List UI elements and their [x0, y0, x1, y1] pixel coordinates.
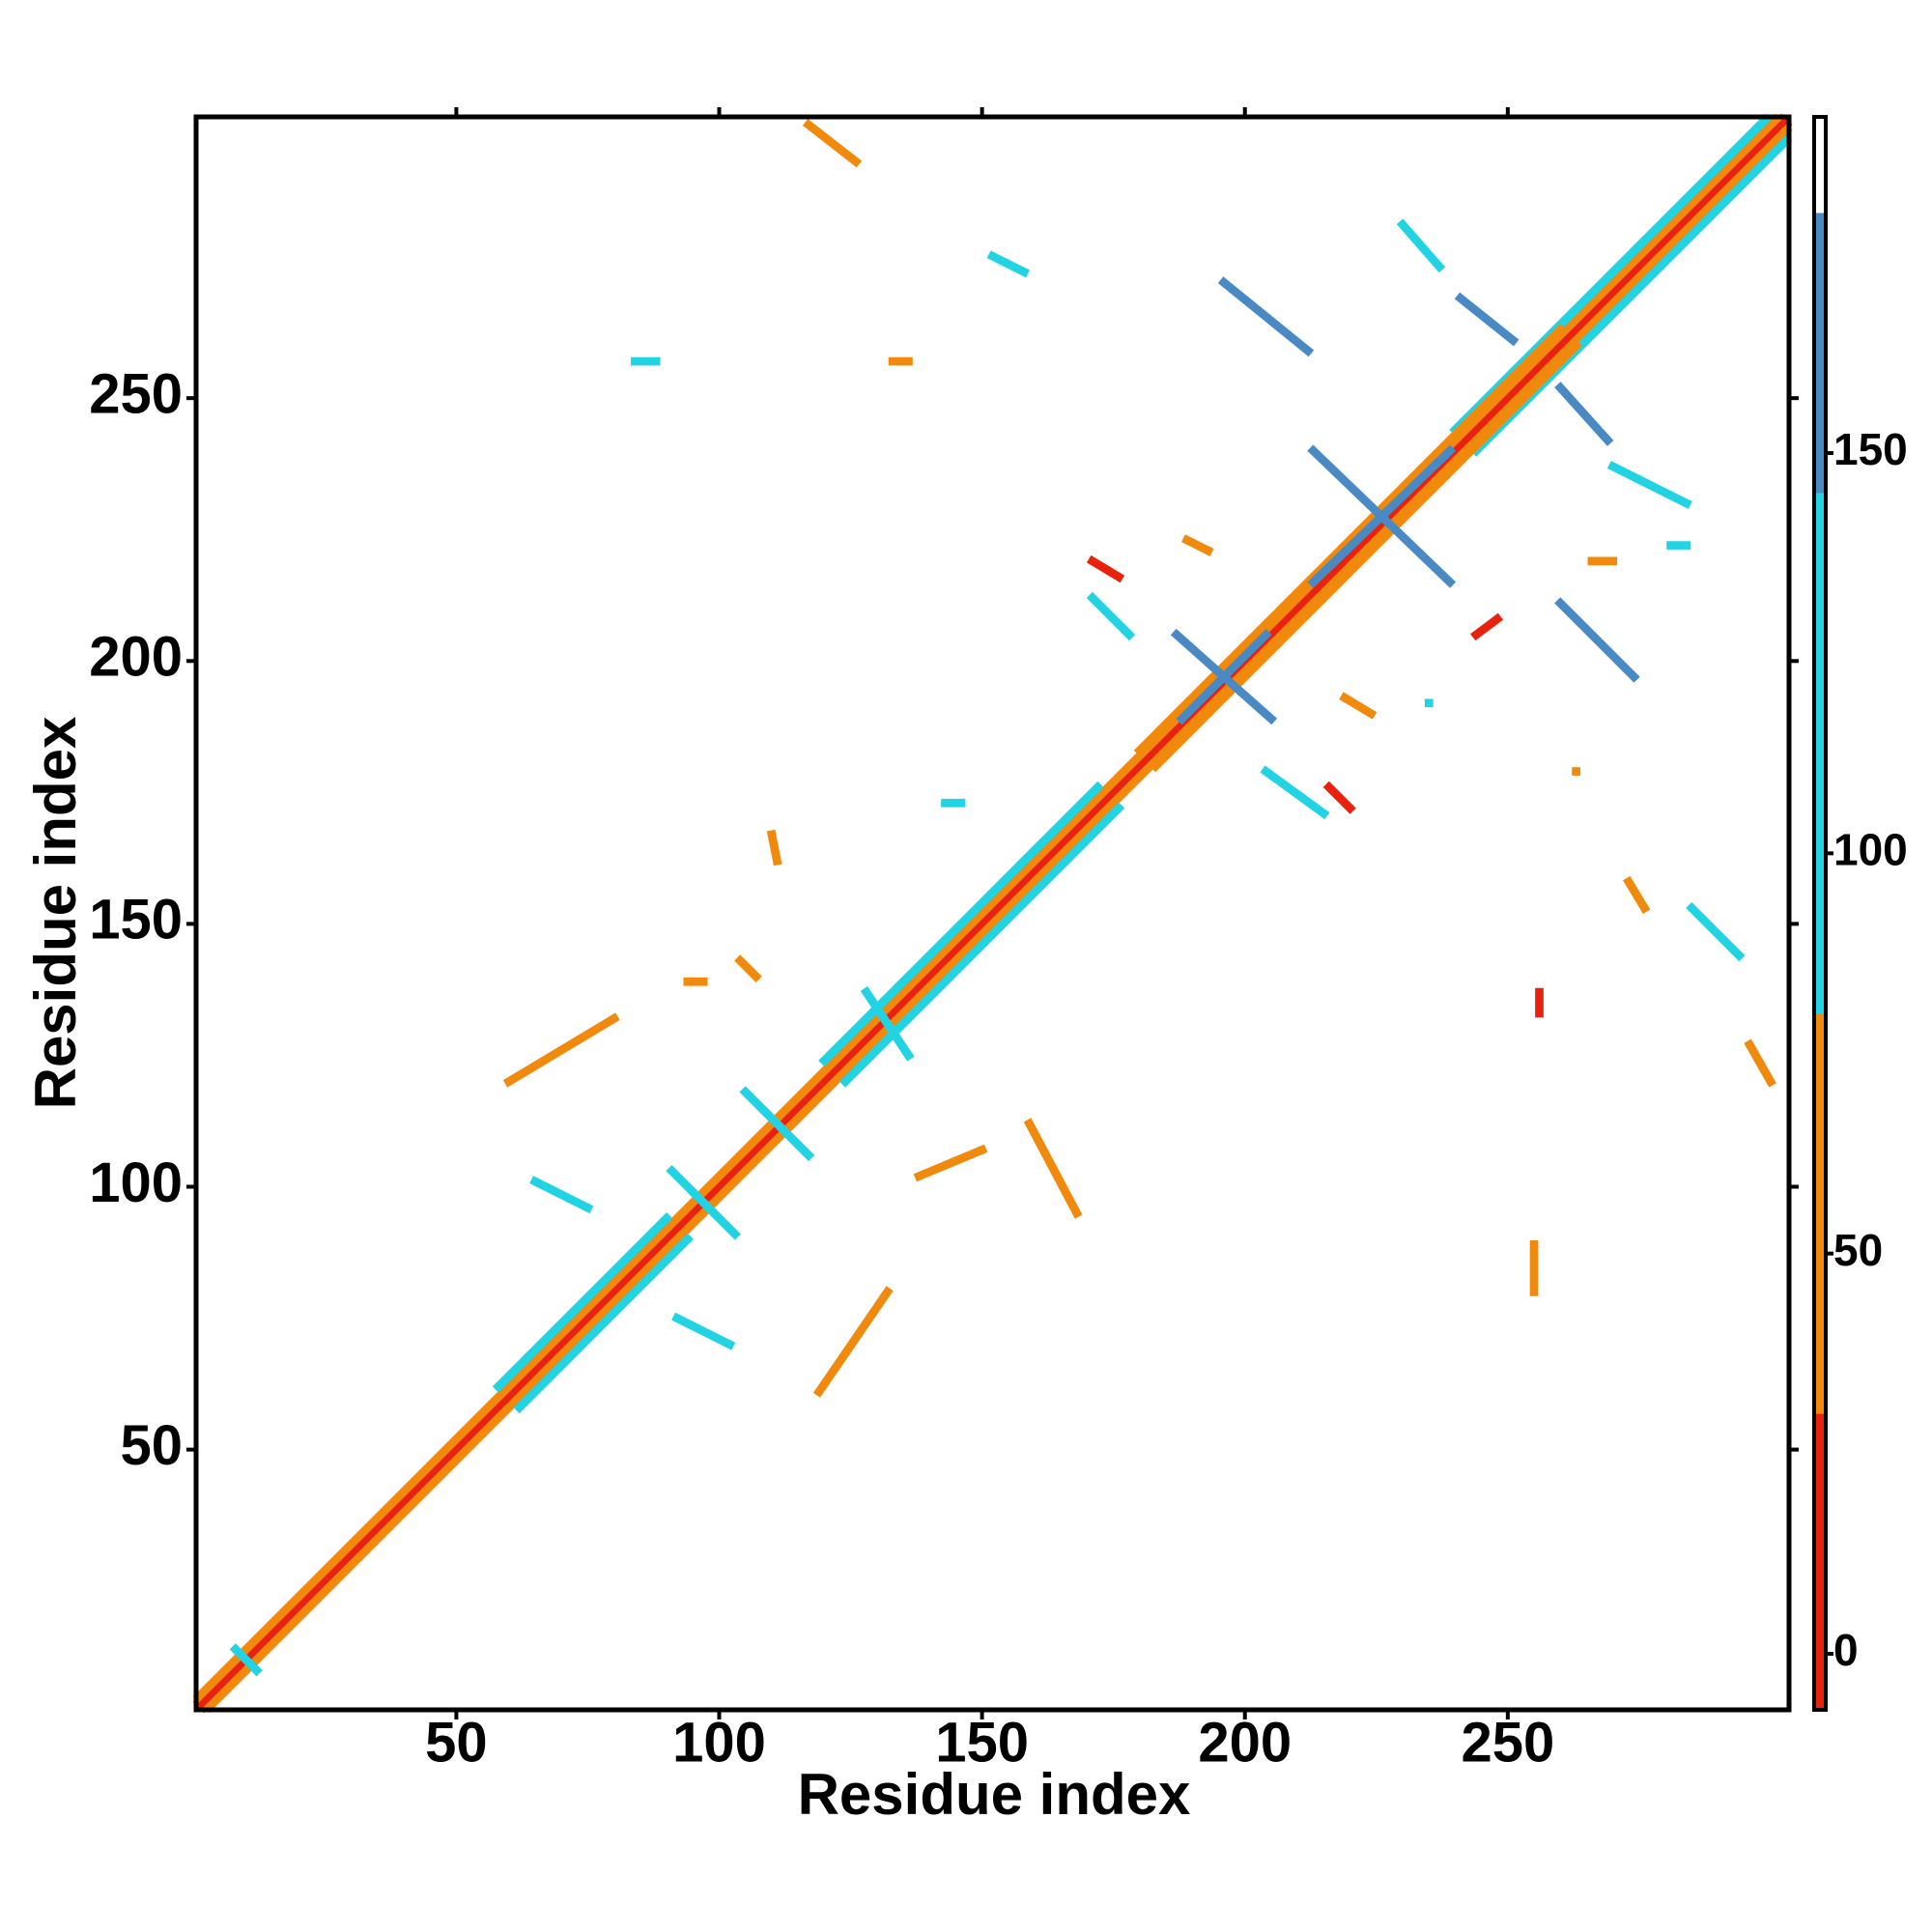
x-tick-label: 100 [672, 1711, 766, 1774]
x-axis-label: Residue index [798, 1762, 1191, 1827]
contact-streak [1470, 612, 1504, 641]
contact-streak [1150, 339, 1582, 773]
contact-streak [739, 1086, 815, 1162]
contact-streak [734, 954, 762, 982]
colorbar-tick-label: 150 [1833, 424, 1908, 474]
y-tick-label: 200 [89, 626, 183, 689]
contact-streak [838, 802, 1125, 1088]
contact-streak [1454, 292, 1520, 347]
colorbar-band [1814, 1013, 1826, 1414]
contact-streak [1554, 382, 1614, 446]
y-tick-label: 150 [89, 889, 183, 952]
colorbar-band [1814, 493, 1826, 1014]
contact-streak [492, 1211, 673, 1393]
contact-streak [1396, 218, 1446, 273]
x-tick-label: 50 [425, 1711, 488, 1774]
contact-streak [1176, 628, 1272, 725]
contact-streak [812, 1286, 894, 1398]
colorbar-tick-label: 50 [1833, 1225, 1883, 1275]
contact-streak [1086, 591, 1136, 641]
contact-streak [1554, 597, 1640, 683]
contact-streak [1322, 781, 1356, 814]
colorbar-tick-label: 0 [1833, 1625, 1859, 1675]
contact-streak [513, 1233, 695, 1414]
contact-streak [1307, 444, 1457, 588]
contact-streak [1260, 765, 1330, 820]
contact-streak [1606, 461, 1692, 509]
contact-streak [666, 1165, 721, 1219]
contact-streak [986, 250, 1030, 278]
colorbar-band [1814, 213, 1826, 494]
contact-streak [818, 781, 1104, 1067]
y-tick-label: 50 [120, 1414, 183, 1477]
contact-streak [229, 1643, 263, 1677]
contact-streak [1217, 276, 1315, 357]
contact-streak [860, 986, 915, 1062]
contact-streak [1023, 1118, 1083, 1219]
contact-streak [1339, 692, 1378, 720]
x-tick-label: 200 [1198, 1711, 1292, 1774]
contact-streak [1181, 534, 1214, 556]
contact-streak [1744, 1038, 1776, 1088]
colorbar-frame [1812, 115, 1828, 1712]
contact-streak [1086, 554, 1125, 583]
x-tick-label: 150 [935, 1711, 1029, 1774]
contact-streak [1686, 901, 1746, 962]
x-tick-label: 250 [1461, 1711, 1554, 1774]
contact-streak [502, 1012, 620, 1088]
contact-streak [766, 829, 782, 867]
colorbar-tick-label: 100 [1833, 825, 1908, 875]
contact-streak [1133, 324, 1567, 756]
contact-streak [671, 1312, 736, 1350]
y-tick-label: 100 [89, 1151, 183, 1214]
y-axis-label: Residue index [23, 717, 88, 1110]
contact-streak [802, 119, 863, 168]
plot-frame [193, 114, 1792, 1713]
contact-streak [913, 1144, 988, 1182]
colorbar-band [1814, 1413, 1826, 1710]
y-tick-label: 250 [89, 362, 183, 425]
contact-streak [1623, 875, 1651, 915]
contact-streak [529, 1176, 594, 1214]
colorbar-band [1814, 117, 1826, 213]
